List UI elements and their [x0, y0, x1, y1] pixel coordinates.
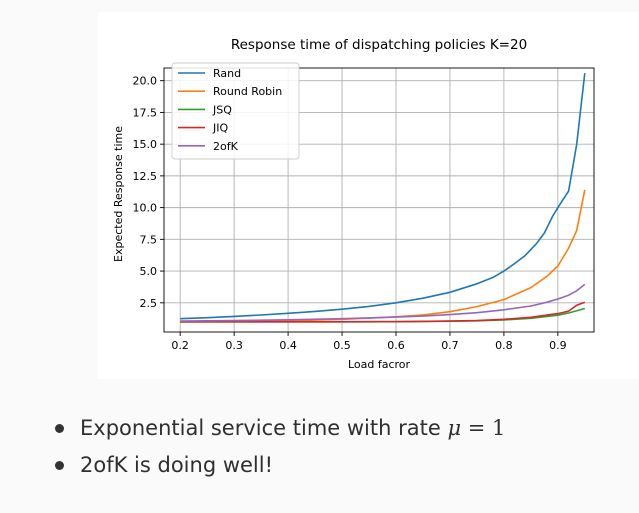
series-layer — [180, 73, 586, 323]
legend-label-jiq: JIQ — [212, 122, 228, 135]
legend-label-jsq: JSQ — [212, 103, 232, 116]
plot-frame — [163, 67, 595, 333]
y-tick-label: 7.5 — [140, 233, 158, 246]
x-tick-label: 0.6 — [387, 339, 405, 352]
math-symbol-mu: μ — [447, 416, 462, 440]
bullet-text: 2ofK is doing well! — [80, 453, 274, 477]
y-axis-label: Expected Response time — [112, 126, 125, 262]
math-equation-rest: = 1 — [461, 416, 506, 440]
legend-label-round-robin: Round Robin — [213, 85, 282, 98]
y-tick-label: 12.5 — [133, 170, 158, 183]
series-line-round-robin — [180, 189, 586, 323]
response-time-chart: 0.2 0.3 0.4 0.5 0.6 0.7 0.8 0.9 2.5 5.0 7.5 10.0 12.… — [112, 37, 595, 371]
ticks-layer: 0.2 0.3 0.4 0.5 0.6 0.7 0.8 0.9 2.5 5.0 7.5 10.0 12.… — [133, 75, 567, 352]
bullet-list: Exponential service time with rate μ = 1… — [54, 410, 505, 484]
legend-box — [171, 62, 300, 160]
bullet-item: 2ofK is doing well! — [54, 447, 505, 484]
x-tick-label: 0.5 — [333, 339, 351, 352]
x-tick-label: 0.4 — [279, 339, 297, 352]
bullet-dot — [55, 461, 64, 470]
grid-layer — [164, 68, 594, 332]
y-tick-label: 15.0 — [133, 138, 158, 151]
legend-label-rand: Rand — [213, 67, 241, 80]
y-tick-label: 5.0 — [140, 265, 158, 278]
y-tick-label: 17.5 — [133, 106, 158, 119]
bullet-dot — [55, 424, 64, 433]
y-tick-label: 20.0 — [133, 75, 158, 88]
x-axis-label: Load facror — [348, 358, 411, 371]
x-tick-label: 0.2 — [171, 339, 189, 352]
x-tick-label: 0.9 — [549, 339, 567, 352]
x-tick-label: 0.8 — [495, 339, 513, 352]
series-line-rand — [180, 73, 586, 320]
legend: Rand Round Robin JSQ JIQ 2ofK — [171, 62, 300, 160]
y-tick-label: 2.5 — [140, 297, 158, 310]
chart-title: Response time of dispatching policies K=… — [231, 37, 527, 53]
series-line-jiq — [180, 301, 586, 323]
bullet-item: Exponential service time with rate μ = 1 — [54, 410, 505, 447]
x-tick-label: 0.3 — [225, 339, 243, 352]
y-tick-label: 10.0 — [133, 202, 158, 215]
legend-items: Rand Round Robin JSQ JIQ 2ofK — [178, 67, 282, 153]
legend-label-2ofk: 2ofK — [213, 140, 239, 153]
x-tick-label: 0.7 — [441, 339, 459, 352]
series-line-2ofk — [180, 283, 586, 322]
bullet-text: Exponential service time with rate — [80, 416, 448, 440]
